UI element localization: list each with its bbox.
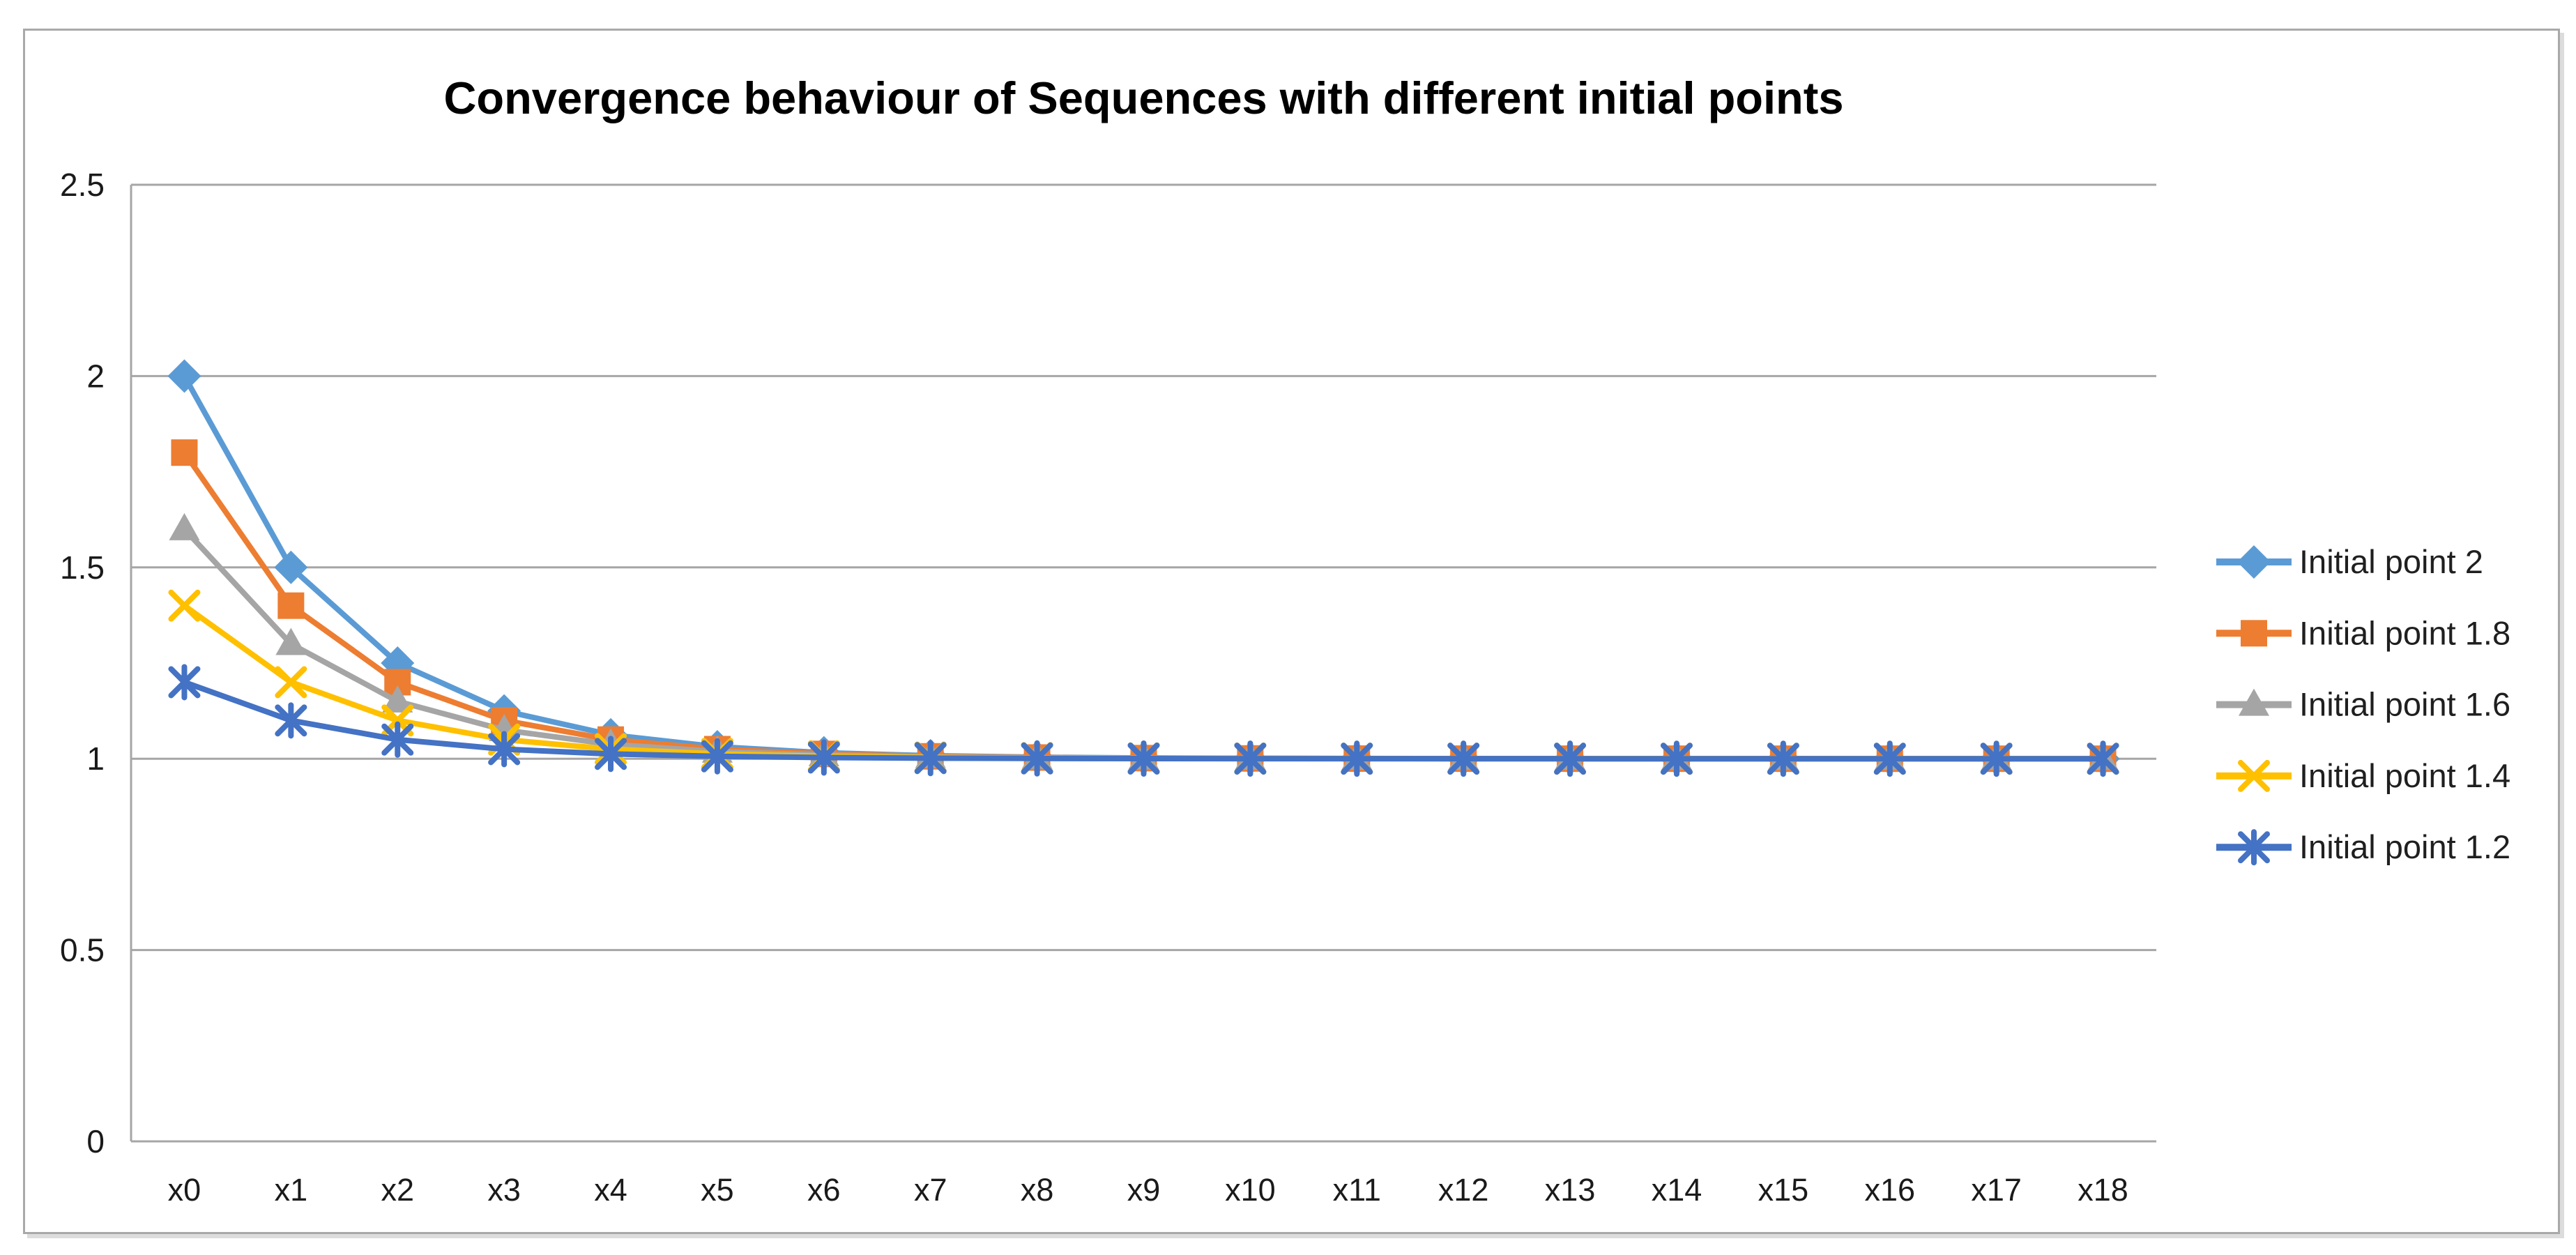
series-2-square-marker xyxy=(171,439,198,466)
x-axis-tick-label: x18 xyxy=(2078,1172,2128,1208)
series-5-asterisk-marker xyxy=(1554,740,1587,777)
chart-frame xyxy=(23,29,2560,1234)
x-axis-tick-label: x0 xyxy=(168,1172,201,1208)
legend-item-4: Initial point 1.4 xyxy=(2216,757,2510,794)
series-4-x-marker xyxy=(275,666,307,699)
y-axis-tick-label: 1.5 xyxy=(60,549,105,586)
series-5-asterisk-marker xyxy=(807,739,840,776)
series-5-asterisk-marker xyxy=(1447,740,1480,777)
series-5-asterisk-marker xyxy=(2087,740,2119,777)
series-2-square-marker xyxy=(277,592,305,619)
legend-5-asterisk-marker xyxy=(2238,829,2270,866)
x-axis-tick-label: x11 xyxy=(1333,1172,1381,1208)
series-5-asterisk-marker xyxy=(381,721,414,758)
y-axis-tick-label: 1 xyxy=(86,740,105,777)
series-3-triangle-marker xyxy=(382,685,413,713)
x-axis-tick-label: x8 xyxy=(1021,1172,1054,1208)
x-axis-tick-label: x16 xyxy=(1864,1172,1915,1208)
y-axis-tick-label: 0 xyxy=(86,1123,105,1159)
series-5-asterisk-marker xyxy=(488,731,521,768)
series-5-asterisk-marker xyxy=(1021,740,1053,777)
series-5-asterisk-marker xyxy=(1660,740,1693,777)
x-axis-tick-label: x13 xyxy=(1545,1172,1596,1208)
x-axis-tick-label: x17 xyxy=(1971,1172,2022,1208)
x-axis-tick-label: x2 xyxy=(381,1172,414,1208)
legend-item-3: Initial point 1.6 xyxy=(2216,686,2510,723)
legend-3-triangle-marker xyxy=(2239,688,2269,716)
y-axis-tick-label: 0.5 xyxy=(60,932,105,968)
x-axis-tick-label: x14 xyxy=(1652,1172,1702,1208)
series-5-asterisk-marker xyxy=(1341,740,1373,777)
series-5-asterisk-marker xyxy=(275,702,307,739)
series-3-triangle-marker xyxy=(275,628,307,655)
legend-label: Initial point 2 xyxy=(2299,543,2483,580)
x-axis-tick-label: x3 xyxy=(487,1172,521,1208)
x-axis-tick-label: x1 xyxy=(275,1172,308,1208)
x-axis-tick-label: x12 xyxy=(1438,1172,1489,1208)
legend-item-2: Initial point 1.8 xyxy=(2216,614,2510,651)
x-axis-tick-label: x15 xyxy=(1758,1172,1809,1208)
series-4-x-marker xyxy=(168,589,201,622)
legend-1-diamond-marker xyxy=(2237,545,2271,579)
series-line-3 xyxy=(181,526,2106,762)
y-axis-tick-label: 2.5 xyxy=(60,167,105,203)
x-axis-tick-label: x4 xyxy=(594,1172,627,1208)
legend-label: Initial point 1.6 xyxy=(2299,686,2510,723)
x-axis-tick-label: x6 xyxy=(807,1172,841,1208)
series-5-asterisk-marker xyxy=(1980,740,2013,777)
series-5-asterisk-marker xyxy=(168,664,201,701)
series-5-asterisk-marker xyxy=(1127,740,1160,777)
legend-item-1: Initial point 2 xyxy=(2216,543,2483,580)
series-5-asterisk-marker xyxy=(914,740,947,777)
x-axis-tick-label: x10 xyxy=(1225,1172,1276,1208)
x-axis-tick-label: x7 xyxy=(914,1172,947,1208)
series-1-diamond-marker xyxy=(274,550,308,584)
series-5-asterisk-marker xyxy=(1767,740,1799,777)
legend-item-5: Initial point 1.2 xyxy=(2216,828,2510,865)
series-5-asterisk-marker xyxy=(1873,740,1906,777)
chart-title: Convergence behaviour of Sequences with … xyxy=(443,73,1844,123)
legend-label: Initial point 1.4 xyxy=(2299,757,2510,794)
x-axis-tick-label: x5 xyxy=(701,1172,734,1208)
series-line-2 xyxy=(181,450,2106,762)
series-3-triangle-marker xyxy=(169,512,200,540)
y-axis-tick-label: 2 xyxy=(86,358,105,394)
x-axis-tick-label: x9 xyxy=(1127,1172,1161,1208)
legend-label: Initial point 1.2 xyxy=(2299,828,2510,865)
series-5-asterisk-marker xyxy=(701,738,733,775)
legend-2-square-marker xyxy=(2241,620,2267,647)
series-5-asterisk-marker xyxy=(1234,740,1267,777)
series-5-asterisk-marker xyxy=(595,736,627,773)
series-1-diamond-marker xyxy=(167,359,201,393)
series-line-4 xyxy=(181,602,2106,762)
legend-4-x-marker xyxy=(2238,759,2270,792)
legend-label: Initial point 1.8 xyxy=(2299,614,2510,651)
